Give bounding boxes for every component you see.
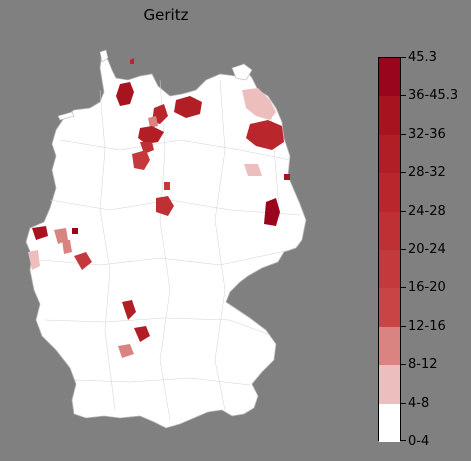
colorbar-label: 24-28 xyxy=(408,203,446,219)
colorbar-tick xyxy=(401,440,406,441)
district-ulm xyxy=(118,344,134,358)
colorbar xyxy=(378,57,401,443)
district-frankfurt-oder xyxy=(284,174,290,180)
colorbar-segment xyxy=(379,211,400,251)
colorbar-tick xyxy=(401,325,406,327)
colorbar-label: 32-36 xyxy=(408,126,446,142)
colorbar-label: 12-16 xyxy=(408,318,446,334)
colorbar-segment xyxy=(379,58,400,97)
district-aachen xyxy=(32,226,48,240)
district-harz xyxy=(156,196,174,216)
colorbar-label: 8-12 xyxy=(408,357,438,373)
district-west-light xyxy=(62,240,72,254)
colorbar-tick xyxy=(401,133,406,135)
map-title: Geritz xyxy=(143,6,189,24)
district-rostock xyxy=(174,96,202,118)
district-nordfriesland xyxy=(116,82,134,106)
colorbar-label: 36-45.3 xyxy=(408,88,459,104)
colorbar-segment xyxy=(379,365,400,405)
colorbar-segment xyxy=(379,250,400,289)
colorbar-tick xyxy=(401,172,406,174)
district-luebeck-light xyxy=(148,116,158,128)
district-hamburg xyxy=(138,126,164,144)
district-bremen xyxy=(132,150,150,170)
colorbar-segment xyxy=(379,288,400,328)
colorbar-tick xyxy=(401,57,406,58)
island-ruegen xyxy=(231,63,253,81)
colorbar-label: 45.3 xyxy=(408,50,437,65)
island-frisian xyxy=(57,111,75,121)
germany-map xyxy=(25,49,307,429)
colorbar-label: 4-8 xyxy=(408,395,430,411)
highlighted-districts xyxy=(28,58,290,358)
district-stuttgart xyxy=(134,326,150,342)
colorbar-label: 0-4 xyxy=(408,434,430,449)
district-oder xyxy=(244,164,262,176)
colorbar-tick xyxy=(401,210,406,212)
district-uckermark xyxy=(246,120,284,150)
colorbar-label: 16-20 xyxy=(408,280,446,296)
district-wuerzburg xyxy=(122,300,136,320)
district-spree-neisse xyxy=(264,198,280,226)
colorbar-tick xyxy=(401,95,406,97)
district-eifel xyxy=(28,250,40,270)
island-north xyxy=(99,49,109,63)
colorbar-tick xyxy=(401,249,406,250)
colorbar-segment xyxy=(379,173,400,213)
colorbar-segment xyxy=(379,134,400,174)
district-vorpommern xyxy=(242,88,276,120)
colorbar-segment xyxy=(379,96,400,136)
colorbar-tick xyxy=(401,364,406,366)
colorbar-label: 20-24 xyxy=(408,242,446,257)
colorbar-label: 28-32 xyxy=(408,165,446,181)
colorbar-segment xyxy=(379,403,400,443)
district-bonn xyxy=(72,228,78,234)
colorbar-tick xyxy=(401,402,406,404)
district-koblenz xyxy=(74,252,92,270)
district-hannover xyxy=(164,182,170,190)
colorbar-tick xyxy=(401,287,406,289)
colorbar-segment xyxy=(379,326,400,366)
district-north-point xyxy=(130,58,134,64)
